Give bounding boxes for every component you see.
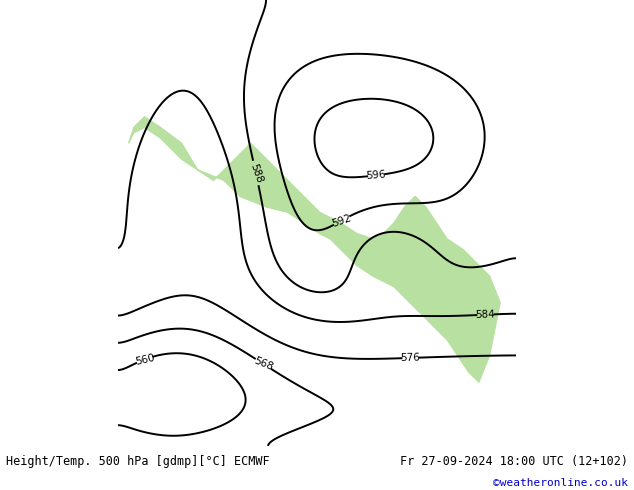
Text: 588: 588 bbox=[248, 162, 264, 184]
Text: 568: 568 bbox=[252, 356, 275, 372]
Text: ©weatheronline.co.uk: ©weatheronline.co.uk bbox=[493, 478, 628, 489]
Text: 596: 596 bbox=[366, 170, 387, 181]
Text: 576: 576 bbox=[401, 353, 420, 363]
Text: 584: 584 bbox=[476, 310, 496, 320]
Text: Fr 27-09-2024 18:00 UTC (12+102): Fr 27-09-2024 18:00 UTC (12+102) bbox=[399, 455, 628, 468]
Text: 560: 560 bbox=[134, 352, 155, 367]
Text: Height/Temp. 500 hPa [gdmp][°C] ECMWF: Height/Temp. 500 hPa [gdmp][°C] ECMWF bbox=[6, 455, 270, 468]
Text: 592: 592 bbox=[330, 213, 353, 228]
Polygon shape bbox=[129, 117, 500, 382]
